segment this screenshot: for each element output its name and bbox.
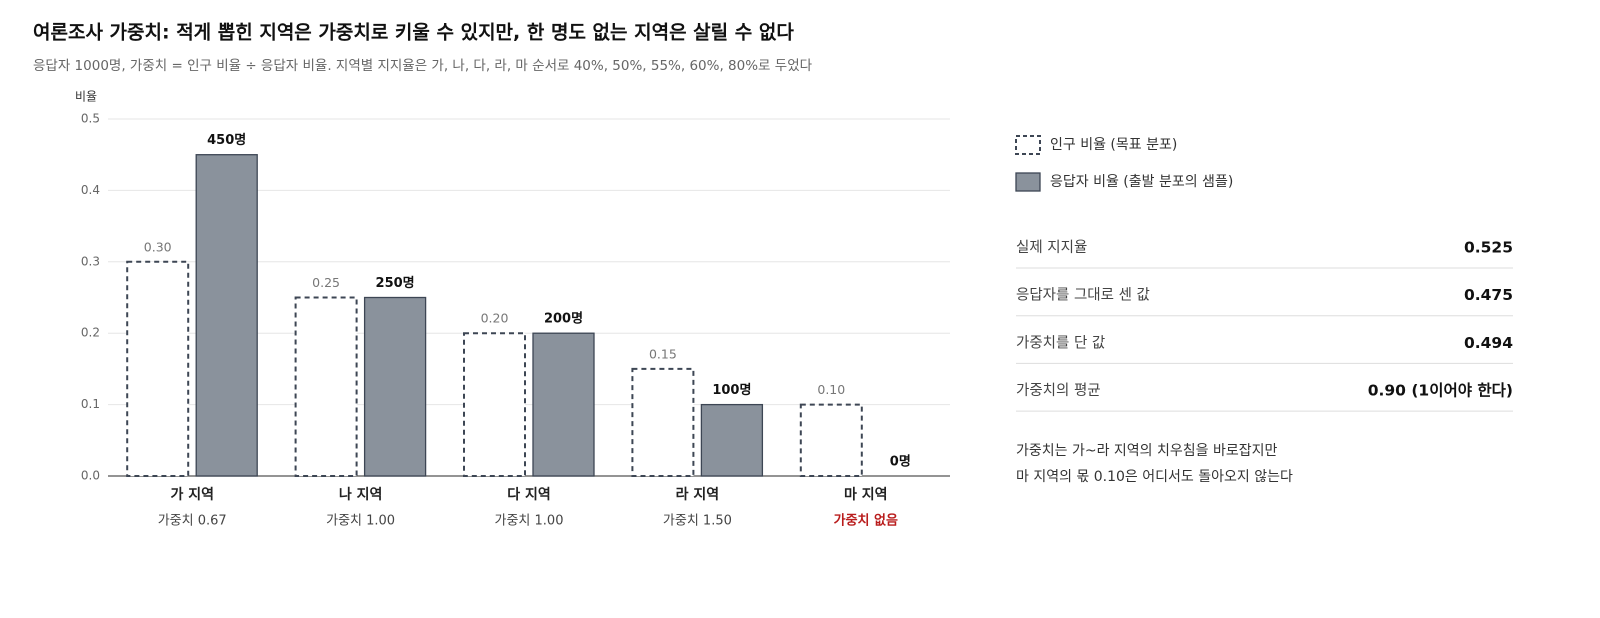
value-label: 0.20 — [481, 311, 509, 326]
category-note: 가중치 1.00 — [326, 514, 395, 529]
stat-label: 가중치를 단 값 — [1016, 334, 1105, 351]
stat-label: 가중치의 평균 — [1016, 382, 1101, 399]
value-label: 0명 — [890, 454, 911, 470]
y-tick-label: 0.3 — [81, 254, 100, 268]
bar — [631, 367, 695, 477]
y-tick-label: 0.2 — [81, 326, 100, 340]
panel-note: 가중치는 가~라 지역의 치우침을 바로잡지만 — [1016, 443, 1277, 459]
x-tick-label: 마 지역 — [844, 486, 888, 503]
value-label: 0.10 — [817, 382, 845, 397]
stat-value: 0.494 — [1464, 334, 1513, 352]
y-tick-label: 0.4 — [81, 183, 100, 197]
value-label: 0.30 — [144, 239, 172, 254]
value-label: 100명 — [712, 382, 751, 398]
stat-value: 0.475 — [1464, 286, 1513, 304]
panel-note: 마 지역의 몫 0.10은 어디서도 돌아오지 않는다 — [1016, 469, 1293, 485]
stat-value: 0.90 (1이어야 한다) — [1368, 381, 1513, 400]
value-label: 450명 — [207, 132, 246, 148]
chart-title: 여론조사 가중치: 적게 뽑힌 지역은 가중치로 키울 수 있지만, 한 명도 … — [33, 22, 794, 44]
legend-swatch — [1015, 135, 1041, 155]
y-axis-label: 비율 — [75, 90, 97, 104]
chart-subtitle: 응답자 1000명, 가중치 = 인구 비율 ÷ 응답자 비율. 지역별 지지율… — [33, 58, 813, 74]
y-tick-label: 0.5 — [81, 112, 100, 126]
stat-label: 실제 지지율 — [1016, 239, 1087, 256]
bar — [195, 154, 258, 477]
value-label: 200명 — [544, 311, 583, 327]
category-note: 가중치 1.00 — [495, 514, 564, 529]
bar — [700, 403, 764, 477]
bar — [463, 332, 526, 478]
value-label: 250명 — [376, 275, 415, 291]
x-tick-label: 나 지역 — [339, 486, 383, 503]
category-note: 가중치 1.50 — [663, 514, 732, 529]
bar — [532, 332, 595, 477]
category-note: 가중치 0.67 — [158, 514, 227, 529]
stat-value: 0.525 — [1464, 239, 1513, 257]
y-tick-label: 0.0 — [81, 469, 100, 483]
legend-label: 응답자 비율 (출발 분포의 샘플) — [1050, 174, 1233, 190]
x-tick-label: 다 지역 — [507, 486, 551, 503]
category-note: 가중치 없음 — [834, 513, 898, 529]
bar — [126, 260, 190, 477]
x-tick-label: 가 지역 — [170, 486, 214, 503]
legend-swatch — [1015, 172, 1041, 192]
bar — [294, 296, 358, 477]
value-label: 0.25 — [312, 275, 340, 290]
y-tick-label: 0.1 — [81, 397, 100, 411]
legend-label: 인구 비율 (목표 분포) — [1050, 137, 1177, 153]
bar — [799, 403, 863, 478]
value-label: 0.15 — [649, 346, 677, 361]
bar — [363, 296, 427, 477]
x-tick-label: 라 지역 — [676, 486, 720, 503]
stat-label: 응답자를 그대로 센 값 — [1016, 287, 1150, 304]
